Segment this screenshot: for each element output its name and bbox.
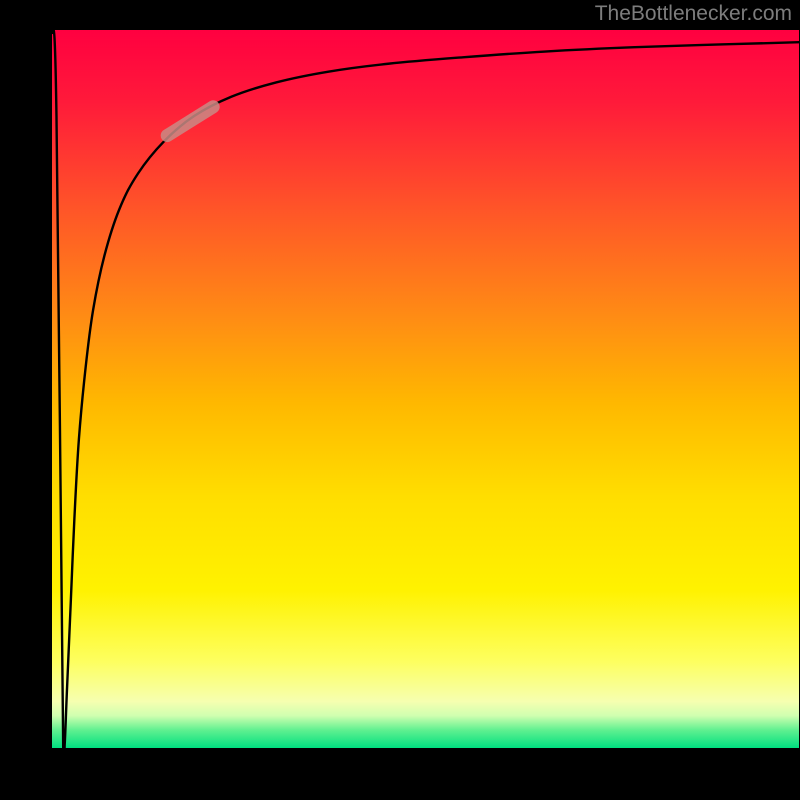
watermark-text: TheBottlenecker.com bbox=[595, 2, 792, 26]
chart-container: TheBottlenecker.com bbox=[0, 0, 800, 800]
bottleneck-chart bbox=[0, 0, 800, 800]
